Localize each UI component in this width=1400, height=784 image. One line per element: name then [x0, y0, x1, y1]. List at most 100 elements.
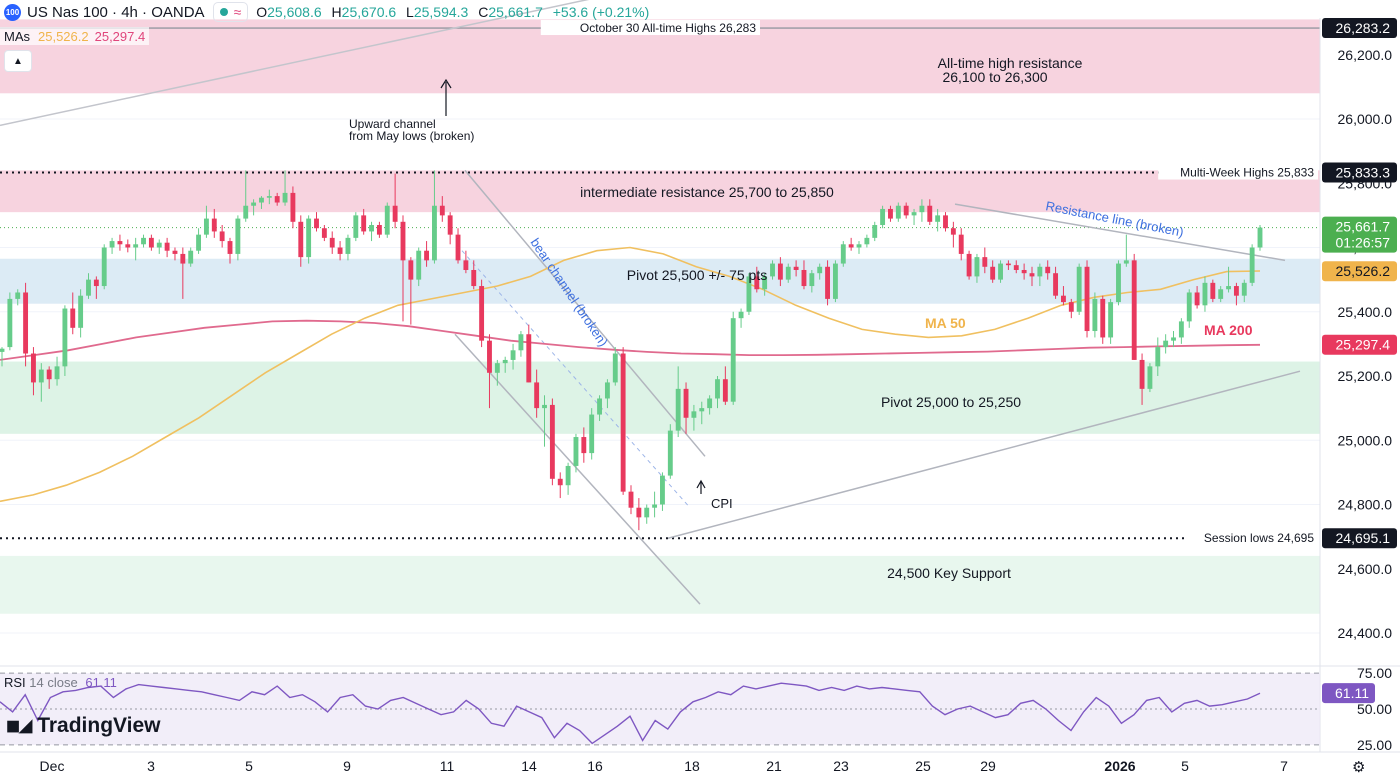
candle-body — [958, 234, 964, 254]
x-tick-label: Dec — [40, 758, 65, 774]
candle-body — [542, 404, 547, 409]
y-tick-label: 24,800.0 — [1338, 497, 1393, 513]
candle-body — [196, 234, 201, 251]
candle-body — [589, 414, 595, 454]
candle-body — [290, 192, 296, 222]
candle-body — [832, 263, 838, 299]
rsi-value-label: 61.11 — [1335, 685, 1369, 701]
candle-body — [86, 279, 91, 296]
mas-legend[interactable]: MAs 25,526.2 25,297.4 — [0, 27, 150, 45]
collapse-legend-button[interactable]: ▲ — [4, 50, 32, 72]
candle-body — [526, 334, 532, 383]
candle-body — [652, 504, 658, 508]
rsi-legend-value: 61.11 — [85, 675, 117, 690]
candle-body — [62, 308, 68, 367]
candle-body — [156, 242, 162, 248]
approx-icon: ≈ — [233, 4, 242, 20]
x-tick-label: 11 — [440, 758, 455, 774]
candle-body — [990, 266, 996, 280]
candle-body — [856, 244, 862, 248]
candle-body — [408, 260, 414, 280]
rsi-tick-label: 75.00 — [1357, 665, 1392, 681]
candle-body — [1155, 347, 1161, 367]
candle-body — [1241, 282, 1247, 296]
candle-body — [534, 382, 540, 409]
rsi-legend[interactable]: RSI 14 close 61.11 — [4, 675, 117, 690]
candle-body — [479, 286, 485, 341]
x-tick-label: 14 — [521, 758, 537, 774]
candle-body — [203, 218, 209, 235]
ath-zone-range-label: 26,100 to 26,300 — [942, 69, 1047, 85]
symbol-title[interactable]: US Nas 100 · 4h · OANDA — [27, 3, 205, 21]
symbol-logo-icon[interactable]: 100 — [4, 3, 21, 21]
candle-body — [227, 241, 233, 254]
x-tick-label: 25 — [915, 758, 931, 774]
candle-body — [518, 334, 524, 351]
rsi-tick-label: 50.00 — [1357, 701, 1392, 717]
candle-body — [1100, 298, 1106, 338]
candle-body — [7, 298, 13, 348]
candle-body — [722, 379, 728, 402]
candle-body — [188, 250, 194, 264]
tradingview-wordmark: TradingView — [37, 714, 161, 737]
price-axis[interactable]: 26,200.026,000.025,800.025,600.025,400.0… — [1319, 0, 1400, 779]
candle-body — [715, 379, 720, 399]
x-tick-label: 7 — [1280, 758, 1288, 774]
high-value: 25,670.6 — [341, 4, 397, 20]
upward-channel-label: Upward channel — [349, 117, 436, 131]
y-tick-label: 26,200.0 — [1338, 47, 1393, 63]
pivot-25500-label: Pivot 25,500 +/- 75 pts — [627, 267, 767, 283]
candle-body — [1202, 282, 1208, 306]
bear-channel-lower-line — [454, 333, 701, 605]
candle-body — [1131, 260, 1137, 360]
candle-body — [361, 215, 367, 232]
ma50-value: 25,526.2 — [38, 28, 89, 44]
rsi-pane[interactable]: 75.00 50.00 25.00 61.11 — [0, 665, 1400, 753]
y-tick-label: 25,000.0 — [1338, 432, 1393, 448]
multi-week-highs-label-bg — [1158, 164, 1318, 180]
ma200-label: MA 200 — [1204, 322, 1253, 338]
candle-body — [164, 242, 170, 251]
candle-body — [1233, 286, 1239, 296]
x-tick-label: 5 — [1181, 758, 1189, 774]
time-axis[interactable]: Dec 3 5 9 11 14 16 18 21 23 25 29 2026 5 7 — [0, 751, 1400, 774]
candle-body — [282, 192, 288, 203]
x-tick-label: 3 — [147, 758, 155, 774]
candle-body — [636, 507, 642, 518]
rsi-legend-params: 14 close — [29, 675, 78, 690]
candle-body — [101, 247, 107, 287]
candle-body — [211, 218, 217, 232]
candle-body — [109, 241, 115, 248]
candle-body — [660, 475, 665, 505]
candle-body — [502, 359, 508, 364]
candle-body — [494, 363, 500, 373]
y-tick-label: 24,600.0 — [1338, 561, 1393, 577]
candle-body — [259, 197, 264, 203]
candle-body — [23, 292, 29, 354]
price-label-2: 25,661.7 — [1336, 219, 1391, 235]
candle-body — [1218, 289, 1224, 299]
open-value: 25,608.6 — [267, 4, 322, 20]
candle-body — [400, 221, 406, 261]
tradingview-mark-icon: ◼◢ — [6, 716, 32, 735]
ath-line-label-bg — [540, 20, 760, 36]
candle-body — [895, 205, 901, 219]
candle-body — [864, 237, 870, 245]
ma50-label: MA 50 — [925, 315, 966, 331]
candle-body — [148, 237, 154, 248]
settings-gear-icon[interactable]: ⚙ — [1352, 759, 1366, 776]
rsi-tick-label: 25.00 — [1357, 737, 1392, 753]
candle-body — [329, 237, 335, 248]
candle-body — [1084, 266, 1090, 332]
candle-body — [321, 228, 327, 238]
tradingview-logo[interactable]: ◼◢ TradingView — [6, 714, 161, 738]
price-label-bg-4 — [1322, 334, 1397, 355]
candle-body — [746, 276, 752, 312]
candle-body — [1037, 266, 1043, 277]
price-label-bg-1 — [1322, 162, 1397, 183]
candle-body — [353, 215, 359, 238]
rsi-value-bg — [1322, 683, 1375, 704]
candle-body — [0, 348, 5, 352]
status-pill[interactable]: ≈ — [212, 2, 249, 22]
